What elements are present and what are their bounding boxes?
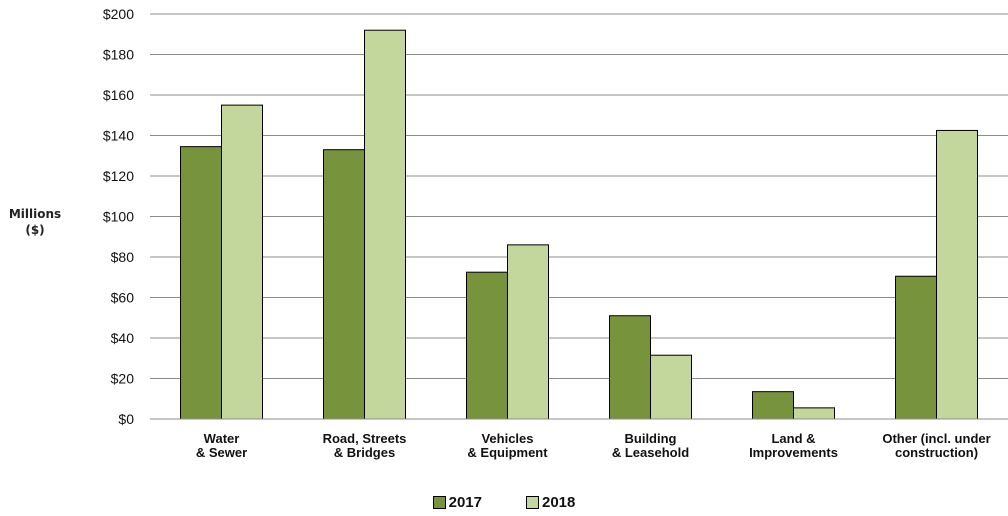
y-tick-label: $40	[111, 330, 135, 346]
legend: 2017 2018	[0, 494, 1008, 511]
bar-2017	[609, 315, 651, 420]
legend-swatch-2017	[432, 496, 446, 509]
bar-2017	[323, 149, 365, 420]
x-category-label: & Bridges	[334, 445, 395, 460]
y-tick-label: $140	[103, 128, 134, 144]
y-tick-label: $100	[103, 209, 134, 225]
legend-swatch-2018	[526, 496, 539, 509]
bar-2017	[895, 275, 937, 420]
x-category-label: construction)	[895, 445, 978, 460]
legend-label-2018: 2018	[542, 494, 576, 511]
x-category-label: Improvements	[749, 445, 838, 460]
y-axis-label-line-1: Millions	[8, 207, 62, 221]
y-tick-label: $60	[111, 290, 135, 306]
gridlines	[150, 13, 1008, 379]
bars	[180, 29, 978, 420]
x-category-label: Other (incl. under	[882, 431, 990, 446]
y-tick-label: $20	[111, 371, 135, 387]
bar-2017	[180, 146, 222, 420]
y-tick-label: $200	[103, 6, 134, 22]
y-tick-label: $80	[111, 249, 135, 265]
x-category-label: Road, Streets	[323, 431, 407, 446]
y-tick-label: $120	[103, 168, 134, 184]
y-axis-tick-labels: $0 $20 $40 $60 $80 $100 $120 $140 $160 $180 $200	[103, 6, 134, 427]
y-axis-label: Millions ($)	[4, 206, 66, 238]
x-category-label: & Equipment	[467, 445, 548, 460]
legend-item-2018: 2018	[526, 494, 575, 511]
bar-2018	[793, 407, 835, 420]
bar-2018	[650, 354, 692, 420]
x-category-label: Land &	[771, 431, 815, 446]
x-category-label: & Leasehold	[612, 445, 689, 460]
y-tick-label: $160	[103, 87, 134, 103]
y-tick-label: $0	[118, 411, 134, 427]
bar-2018	[221, 104, 263, 420]
legend-item-2017: 2017	[432, 494, 482, 511]
x-category-label: Building	[625, 431, 677, 446]
bar-2017	[466, 271, 508, 420]
x-category-label: & Sewer	[196, 445, 247, 460]
x-category-label: Water	[204, 431, 240, 446]
legend-label-2017: 2017	[448, 494, 482, 511]
bar-2018	[507, 244, 549, 420]
y-axis-label-line-2: ($)	[25, 223, 45, 237]
x-axis-category-labels: Water& Sewer Road, Streets& Bridges Vehicl…	[196, 431, 991, 460]
y-tick-label: $180	[103, 47, 134, 63]
bar-2018	[936, 129, 978, 420]
bar-2017	[752, 391, 794, 420]
bar-2018	[364, 29, 406, 420]
x-category-label: Vehicles	[481, 431, 533, 446]
